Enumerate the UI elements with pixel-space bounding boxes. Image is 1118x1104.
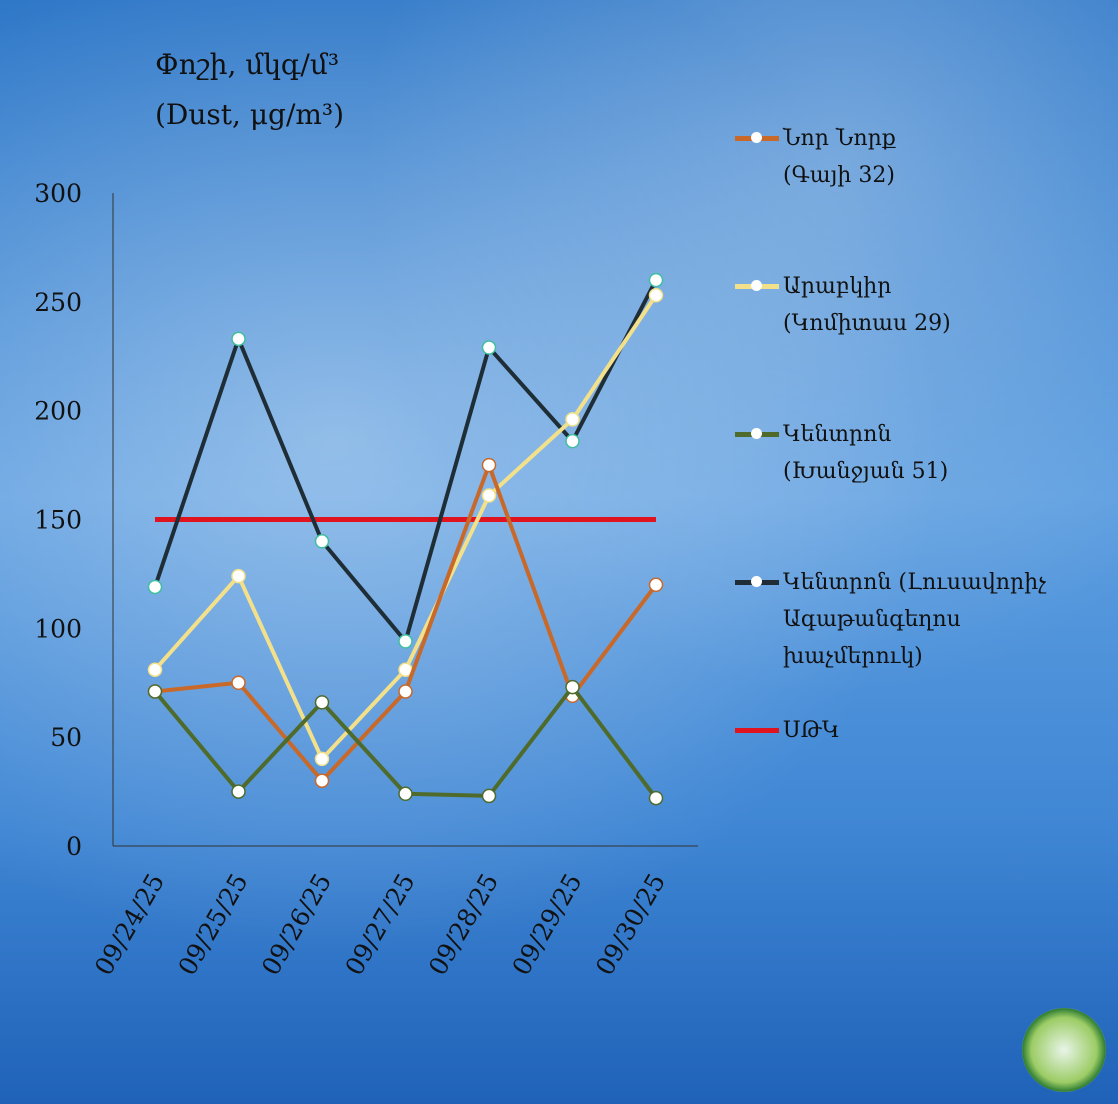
data-point: [147, 684, 163, 699]
data-point: [565, 433, 580, 449]
y-tick-label: 250: [34, 288, 82, 317]
data-point: [231, 784, 246, 799]
data-point: [398, 786, 413, 802]
legend-label: ՍԹԿ: [783, 718, 840, 743]
chart-title: Փոշի, մկգ/մ³ (Dust, μg/m³): [155, 48, 345, 131]
data-point: [565, 679, 580, 695]
data-point: [481, 488, 497, 503]
data-point: [314, 773, 330, 788]
y-tick-label: 200: [34, 397, 82, 426]
legend-item: Կենտրոն (Խանջյան 51): [735, 416, 948, 490]
legend-swatch: [735, 712, 779, 750]
legend-item: Արաբկիր (Կոմիտաս 29): [735, 268, 951, 342]
legend-item: ՍԹԿ: [735, 712, 840, 750]
x-tick-label: 09/30/25: [590, 869, 671, 981]
data-point: [648, 288, 664, 303]
data-point: [398, 684, 413, 699]
legend-label: Նոր Նորք (Գայի 32): [783, 126, 896, 188]
y-tick-label: 0: [66, 832, 82, 861]
legend-label: Կենտրոն (Լուսավորիչ Ագաթանգեղոս խաչմերու…: [783, 570, 1047, 669]
data-point: [231, 675, 246, 690]
data-point: [147, 662, 163, 677]
y-tick-label: 150: [34, 506, 82, 535]
series-line-0: [154, 463, 658, 783]
organization-logo: [1022, 1008, 1106, 1092]
data-point: [648, 790, 664, 806]
legend-label: Կենտրոն (Խանջյան 51): [783, 422, 949, 484]
x-tick-label: 09/24/25: [89, 869, 170, 981]
series-line-2: [153, 685, 658, 800]
data-point: [314, 751, 330, 767]
data-point: [231, 331, 246, 347]
legend-swatch: [735, 268, 779, 306]
data-point: [565, 412, 580, 427]
legend-item: Նոր Նորք (Գայի 32): [735, 120, 896, 194]
y-tick-label: 50: [50, 723, 82, 752]
x-tick-label: 09/29/25: [506, 869, 587, 981]
data-point: [147, 579, 163, 595]
data-point: [481, 340, 497, 355]
data-point: [481, 788, 497, 804]
y-tick-label: 300: [34, 179, 82, 208]
data-point: [648, 272, 664, 288]
data-point: [314, 534, 330, 549]
y-tick-label: 100: [34, 614, 82, 643]
data-point: [231, 568, 246, 584]
legend-swatch: [735, 416, 779, 454]
x-tick-label: 09/27/25: [339, 869, 420, 981]
legend-label: Արաբկիր (Կոմիտաս 29): [783, 274, 951, 336]
legend-swatch: [735, 120, 779, 158]
x-tick-label: 09/28/25: [423, 869, 504, 981]
legend-swatch: [735, 564, 779, 602]
data-point: [314, 695, 330, 710]
x-tick-label: 09/26/25: [256, 869, 337, 981]
data-point: [648, 577, 664, 593]
legend-item: Կենտրոն (Լուսավորիչ Ագաթանգեղոս խաչմերու…: [735, 564, 1046, 675]
x-tick-label: 09/25/25: [172, 869, 253, 981]
data-point: [481, 457, 497, 473]
data-point: [398, 634, 413, 649]
